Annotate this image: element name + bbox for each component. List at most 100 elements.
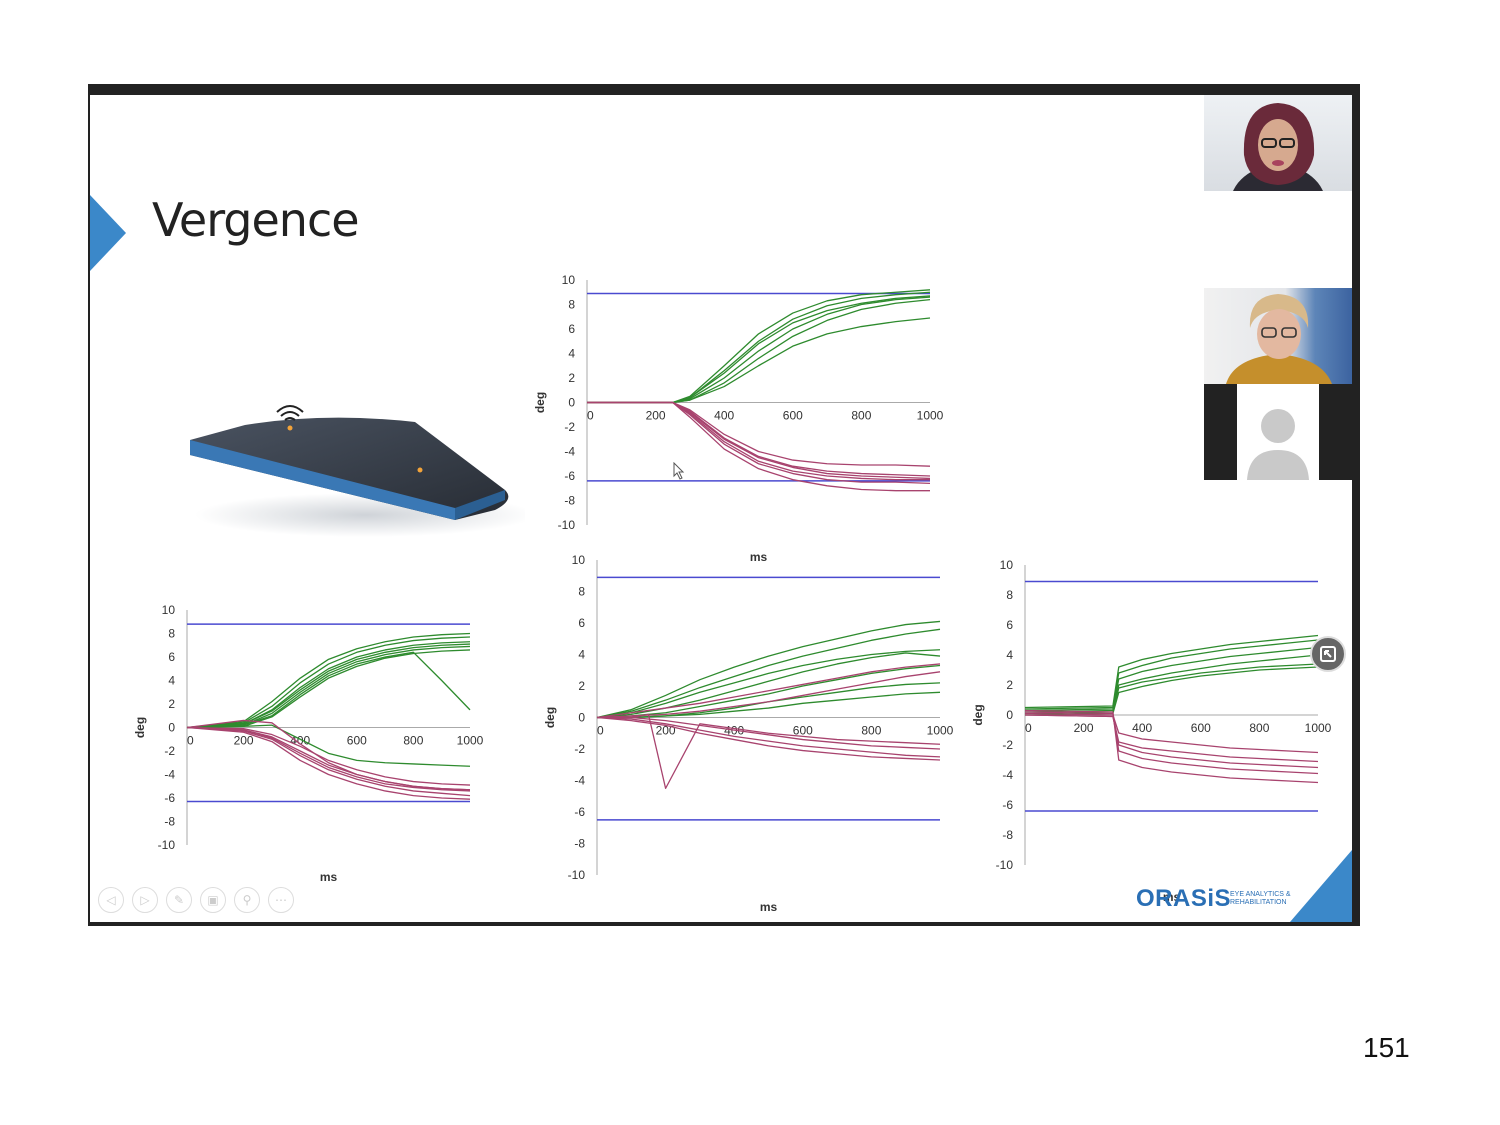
participant-2-avatar-icon — [1226, 294, 1332, 384]
y-tick-label: -8 — [574, 837, 585, 851]
participant-video-2[interactable] — [1204, 288, 1352, 384]
participant-video-3[interactable] — [1204, 384, 1352, 480]
y-tick-label: 10 — [1000, 558, 1014, 572]
series-line-convergence — [597, 682, 941, 719]
x-tick-label: 800 — [851, 409, 871, 423]
y-tick-label: 4 — [568, 347, 575, 361]
page-number: 151 — [1363, 1032, 1410, 1063]
series-line-divergence — [1024, 714, 1319, 763]
y-axis-label: deg — [533, 392, 547, 413]
slide-title: Vergence — [152, 193, 360, 247]
y-tick-label: -4 — [564, 445, 575, 459]
series-line-convergence — [186, 645, 471, 729]
y-tick-label: -4 — [164, 768, 175, 782]
series-line-convergence — [186, 641, 471, 729]
series-line-convergence — [587, 291, 931, 404]
orasis-logo: ORASiS — [1136, 885, 1232, 912]
series-line-divergence — [186, 726, 471, 791]
series-line-convergence — [186, 651, 471, 729]
y-tick-label: 2 — [578, 679, 585, 693]
y-tick-label: 6 — [1006, 618, 1013, 632]
series-line-convergence — [596, 620, 941, 719]
vergence-chart-top-center: 10 8 6 4 2 0 -2 -4 -6 -8 -10 0 200 400 600 800 1000 ms deg — [533, 273, 944, 564]
x-tick-label: 200 — [1074, 721, 1094, 735]
x-tick-label: 600 — [793, 724, 813, 738]
participant-video-1[interactable] — [1204, 95, 1352, 191]
y-tick-label: -2 — [574, 742, 585, 756]
participant-1-avatar-icon — [1233, 103, 1323, 191]
y-tick-label: 4 — [168, 674, 175, 688]
series-line-convergence — [1024, 654, 1319, 713]
y-tick-label: -10 — [568, 868, 586, 882]
series-line-convergence — [186, 649, 471, 729]
series-line-divergence — [1024, 711, 1319, 775]
series-line-convergence — [596, 628, 941, 719]
series-line-convergence — [1024, 663, 1319, 715]
y-tick-label: 8 — [1006, 588, 1013, 602]
corner-triangle-decoration — [1290, 850, 1352, 922]
y-tick-label: 8 — [568, 298, 575, 312]
series-line-divergence — [186, 726, 471, 800]
mouse-cursor-icon — [673, 462, 685, 480]
x-tick-label: 400 — [1132, 721, 1152, 735]
eye-tracker-device-image — [190, 405, 525, 537]
series-line-convergence — [186, 643, 471, 729]
series-line-convergence — [1024, 646, 1319, 712]
y-axis-label: deg — [543, 707, 557, 728]
y-tick-label: 0 — [578, 711, 585, 725]
series-line-divergence — [1024, 709, 1319, 784]
series-line-divergence — [186, 726, 471, 792]
series-line-divergence — [587, 401, 931, 477]
y-tick-label: -6 — [1002, 798, 1013, 812]
previous-slide-button[interactable]: ◁ — [98, 887, 124, 913]
series-line-convergence — [596, 649, 941, 719]
y-axis-label: deg — [133, 717, 147, 738]
x-tick-label: 1000 — [1305, 721, 1332, 735]
x-tick-label: 200 — [646, 409, 666, 423]
y-tick-label: 0 — [1006, 708, 1013, 722]
x-tick-label: 1000 — [917, 409, 944, 423]
series-line-divergence — [596, 716, 941, 761]
x-tick-label: 800 — [861, 724, 881, 738]
zoom-button[interactable]: ⚲ — [234, 887, 260, 913]
slide: Vergence — [90, 95, 1352, 922]
y-tick-label: 4 — [1006, 648, 1013, 662]
series-line-divergence — [596, 716, 941, 758]
x-axis-label: ms — [320, 870, 338, 884]
pen-button[interactable]: ✎ — [166, 887, 192, 913]
series-line-convergence — [186, 636, 471, 729]
x-tick-label: 0 — [597, 724, 604, 738]
series-line-convergence — [596, 664, 941, 719]
y-tick-label: -8 — [164, 815, 175, 829]
y-tick-label: -10 — [558, 518, 576, 532]
presenter-toolbar: ◁ ▷ ✎ ▣ ⚲ ⋯ — [98, 887, 294, 913]
x-axis-label: ms — [1163, 890, 1181, 904]
y-tick-label: -2 — [164, 744, 175, 758]
default-user-avatar-icon — [1247, 409, 1309, 480]
series-line-convergence — [1024, 639, 1319, 710]
x-tick-label: 0 — [1025, 721, 1032, 735]
x-tick-label: 800 — [1249, 721, 1269, 735]
exit-fullscreen-button[interactable] — [1310, 636, 1346, 672]
y-tick-label: 10 — [572, 553, 586, 567]
x-tick-label: 200 — [234, 734, 254, 748]
next-slide-button[interactable]: ▷ — [132, 887, 158, 913]
y-tick-label: 2 — [168, 697, 175, 711]
vergence-chart-bottom-right: 10 8 6 4 2 0 -2 -4 -6 -8 -10 0 200 400 600 800 1000 ms deg — [971, 558, 1332, 904]
y-tick-label: -10 — [996, 858, 1014, 872]
y-tick-label: -4 — [1002, 768, 1013, 782]
series-line-convergence — [597, 691, 941, 719]
x-axis-label: ms — [760, 900, 778, 914]
series-line-divergence — [597, 713, 941, 790]
y-tick-label: -10 — [158, 838, 176, 852]
series-line-divergence — [596, 671, 941, 719]
more-button[interactable]: ⋯ — [268, 887, 294, 913]
y-tick-label: -6 — [574, 805, 585, 819]
slides-button[interactable]: ▣ — [200, 887, 226, 913]
x-tick-label: 600 — [783, 409, 803, 423]
series-line-convergence — [587, 296, 931, 404]
series-line-divergence — [596, 663, 941, 719]
x-tick-label: 1000 — [927, 724, 954, 738]
y-tick-label: 6 — [168, 650, 175, 664]
